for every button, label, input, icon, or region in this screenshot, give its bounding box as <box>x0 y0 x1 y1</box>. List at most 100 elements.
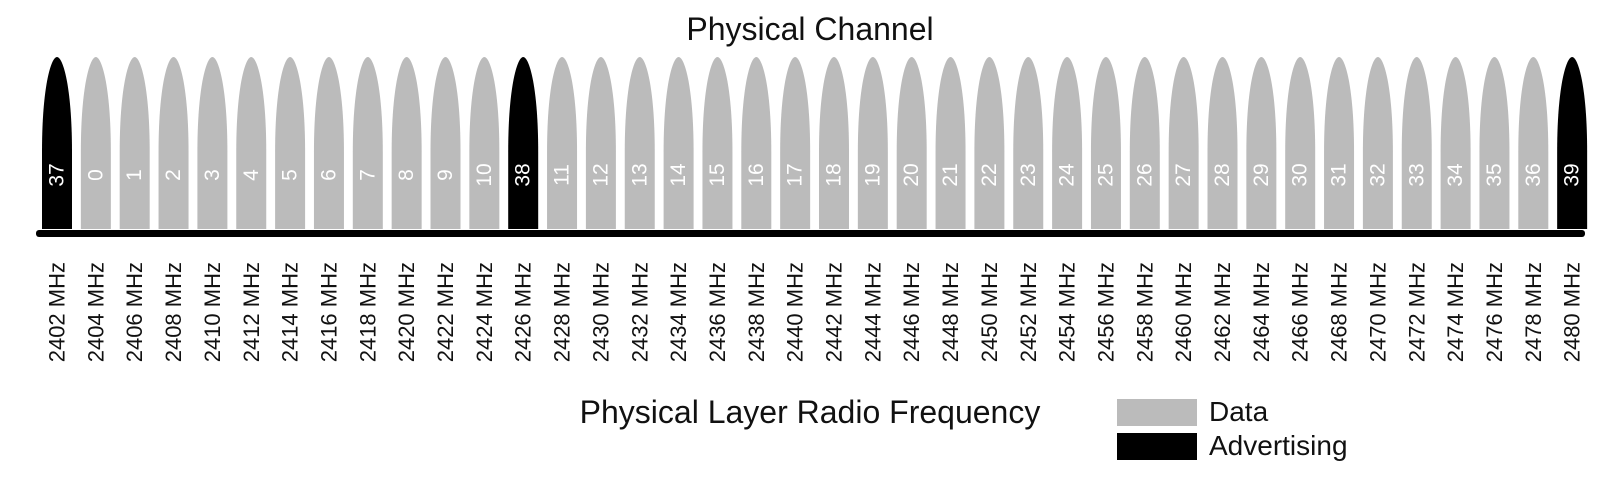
frequency-label: 2416 MHz <box>316 262 341 362</box>
channel-number: 15 <box>706 163 729 186</box>
channel-number: 24 <box>1056 163 1079 187</box>
channel-number: 35 <box>1483 163 1506 186</box>
channel-number: 14 <box>667 163 690 187</box>
channel-number: 26 <box>1133 163 1156 186</box>
channel-data-26 <box>1129 57 1160 229</box>
channel-number: 9 <box>434 169 457 181</box>
diagram-title: Physical Channel <box>686 11 933 47</box>
channel-data-30 <box>1285 57 1316 229</box>
channel-data-7 <box>352 57 383 229</box>
frequency-label: 2438 MHz <box>744 262 769 362</box>
frequency-label: 2430 MHz <box>588 262 613 362</box>
channel-data-29 <box>1246 57 1277 229</box>
frequency-label: 2464 MHz <box>1249 262 1274 362</box>
channel-number: 16 <box>745 163 768 186</box>
channel-data-8 <box>391 57 422 229</box>
frequency-label: 2450 MHz <box>977 262 1002 362</box>
legend-label-data: Data <box>1209 396 1269 427</box>
frequency-label: 2414 MHz <box>278 262 303 362</box>
channel-number: 32 <box>1366 163 1389 186</box>
frequency-label: 2424 MHz <box>472 262 497 362</box>
channel-number: 33 <box>1405 163 1428 186</box>
channel-number: 5 <box>279 169 302 181</box>
frequency-label: 2412 MHz <box>239 262 264 362</box>
frequency-label: 2470 MHz <box>1365 262 1390 362</box>
legend-label-advertising: Advertising <box>1209 430 1348 461</box>
frequency-label: 2402 MHz <box>45 262 70 362</box>
channel-data-0 <box>80 57 111 229</box>
channel-number: 20 <box>900 163 923 186</box>
channel-data-31 <box>1324 57 1355 229</box>
channel-data-36 <box>1518 57 1549 229</box>
channel-data-16 <box>741 57 772 229</box>
frequency-label: 2474 MHz <box>1443 262 1468 362</box>
frequency-label: 2456 MHz <box>1093 262 1118 362</box>
frequency-label: 2468 MHz <box>1327 262 1352 362</box>
legend-swatch-data <box>1117 399 1197 426</box>
channel-data-4 <box>236 57 267 229</box>
channel-number: 25 <box>1094 163 1117 186</box>
frequency-label: 2448 MHz <box>938 262 963 362</box>
channel-data-2 <box>158 57 189 229</box>
channel-number: 4 <box>240 169 263 181</box>
frequency-label: 2436 MHz <box>705 262 730 362</box>
channel-data-9 <box>430 57 461 229</box>
channel-data-27 <box>1168 57 1199 229</box>
channels-group: 37 0 1 2 3 4 5 6 7 8 9 10 38 11 12 13 14 15 16 17 18 19 20 21 22… <box>42 57 1588 229</box>
channel-number: 0 <box>84 169 107 181</box>
frequency-label: 2446 MHz <box>899 262 924 362</box>
channel-data-21 <box>935 57 966 229</box>
channel-data-34 <box>1440 57 1471 229</box>
channel-data-28 <box>1207 57 1238 229</box>
frequency-label: 2476 MHz <box>1482 262 1507 362</box>
channel-data-25 <box>1090 57 1121 229</box>
channel-number: 22 <box>978 163 1001 186</box>
channel-number: 3 <box>201 169 224 181</box>
frequency-label: 2466 MHz <box>1288 262 1313 362</box>
channel-number: 17 <box>784 163 807 186</box>
channel-data-18 <box>819 57 849 229</box>
channel-number: 11 <box>551 164 574 186</box>
channel-number: 8 <box>395 169 418 181</box>
channel-data-12 <box>585 57 616 229</box>
channel-number: 18 <box>823 163 846 186</box>
channel-number: 7 <box>356 169 379 181</box>
channel-data-22 <box>974 57 1005 229</box>
channel-number: 1 <box>123 169 146 181</box>
frequency-label: 2442 MHz <box>822 262 847 362</box>
channel-number: 37 <box>46 163 69 186</box>
channel-number: 2 <box>162 169 185 181</box>
channel-number: 34 <box>1444 163 1467 187</box>
channel-advertising-38 <box>508 57 539 229</box>
frequency-label: 2452 MHz <box>1016 262 1041 362</box>
frequency-label: 2472 MHz <box>1404 262 1429 362</box>
channel-number: 21 <box>939 163 962 186</box>
channel-data-11 <box>547 57 578 229</box>
channel-data-19 <box>857 57 888 229</box>
channel-number: 36 <box>1522 163 1545 186</box>
channel-data-3 <box>197 57 228 229</box>
legend-swatch-advertising <box>1117 433 1197 460</box>
channel-data-23 <box>1013 57 1044 229</box>
frequency-labels-group: 2402 MHz 2404 MHz 2406 MHz 2408 MHz 2410 MHz… <box>45 262 1585 362</box>
channel-number: 30 <box>1289 163 1312 186</box>
channel-number: 28 <box>1211 163 1234 186</box>
channel-data-35 <box>1479 57 1510 229</box>
frequency-label: 2426 MHz <box>511 262 536 362</box>
channel-data-5 <box>275 57 306 229</box>
channel-number: 19 <box>861 163 884 186</box>
channel-number: 38 <box>512 163 535 186</box>
channel-number: 31 <box>1328 163 1351 186</box>
channel-advertising-39 <box>1557 57 1588 229</box>
frequency-label: 2418 MHz <box>355 262 380 362</box>
frequency-label: 2440 MHz <box>783 262 808 362</box>
channel-number: 27 <box>1172 163 1195 186</box>
channel-data-6 <box>313 57 344 229</box>
frequency-label: 2410 MHz <box>200 262 225 362</box>
frequency-label: 2462 MHz <box>1210 262 1235 362</box>
channel-number: 23 <box>1017 163 1040 186</box>
axis-title: Physical Layer Radio Frequency <box>580 394 1041 430</box>
channel-data-13 <box>624 57 655 229</box>
channel-data-32 <box>1362 57 1393 229</box>
